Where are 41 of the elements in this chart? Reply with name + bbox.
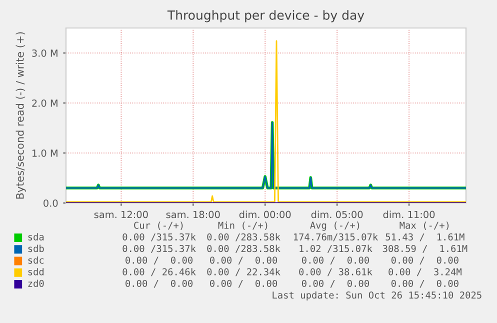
text: 0.00 / 0.00 [210, 280, 278, 288]
text: 308.59 / 1.61M [382, 244, 468, 253]
text: 0.00 / 0.00 [302, 256, 369, 264]
text: 0.00 / 3.24M [388, 268, 462, 276]
chart-title: Throughput per device - by day [167, 10, 364, 22]
x-tick-label: dim. 05:00 [311, 210, 363, 218]
legend-label: sdd [28, 268, 44, 276]
text: Max (-/+) [400, 222, 449, 230]
text: 51.43 / 1.61M [386, 233, 464, 242]
legend-label: zd0 [28, 280, 44, 288]
text: 0.00 /315.37k [122, 233, 196, 242]
text: Min (-/+) [218, 222, 268, 230]
text: 0.00 /315.37k [122, 244, 196, 253]
legend-label: sdb [28, 244, 44, 252]
x-tick-label: sam. 18:00 [166, 210, 220, 218]
y-tick-label: 0.0 [44, 199, 58, 207]
text: Last update: Sun Oct 26 15:45:10 2025 [272, 291, 482, 300]
text: 0.00 / 38.61k [299, 268, 372, 276]
text: Cur (-/+) [134, 222, 183, 230]
text: 0.00 / 26.46k [122, 268, 196, 276]
legend-label: sda [28, 233, 44, 240]
x-tick-label: dim. 00:00 [239, 210, 291, 218]
y-axis-title: Bytes/second read (-) / write (+) [16, 32, 26, 199]
text: 0.00 / 0.00 [210, 256, 278, 264]
text: 0.00 / 0.00 [126, 256, 193, 264]
y-tick-label: 3.0 M [32, 49, 58, 57]
text: 0.00 / 0.00 [391, 280, 458, 288]
text: 0.00 /283.58k [207, 233, 280, 242]
x-tick-label: dim. 11:00 [383, 210, 435, 218]
text: 0.00 / 0.00 [391, 256, 458, 264]
text: Avg (-/+) [310, 222, 360, 231]
text: 0.00 / 0.00 [302, 280, 369, 288]
y-tick-label: 2.0 M [32, 99, 58, 107]
text: 1.02 /315.07k [300, 244, 372, 253]
text: 0.00 /283.58k [207, 244, 280, 253]
text: 0.00 / 0.00 [126, 280, 193, 288]
x-tick-label: sam. 12:00 [94, 210, 148, 218]
y-tick-label: 1.0 M [32, 149, 58, 157]
text: 0.00 / 22.34k [207, 268, 280, 276]
text: 174.76m/315.07k [294, 233, 378, 242]
legend-label: sdc [28, 256, 44, 264]
